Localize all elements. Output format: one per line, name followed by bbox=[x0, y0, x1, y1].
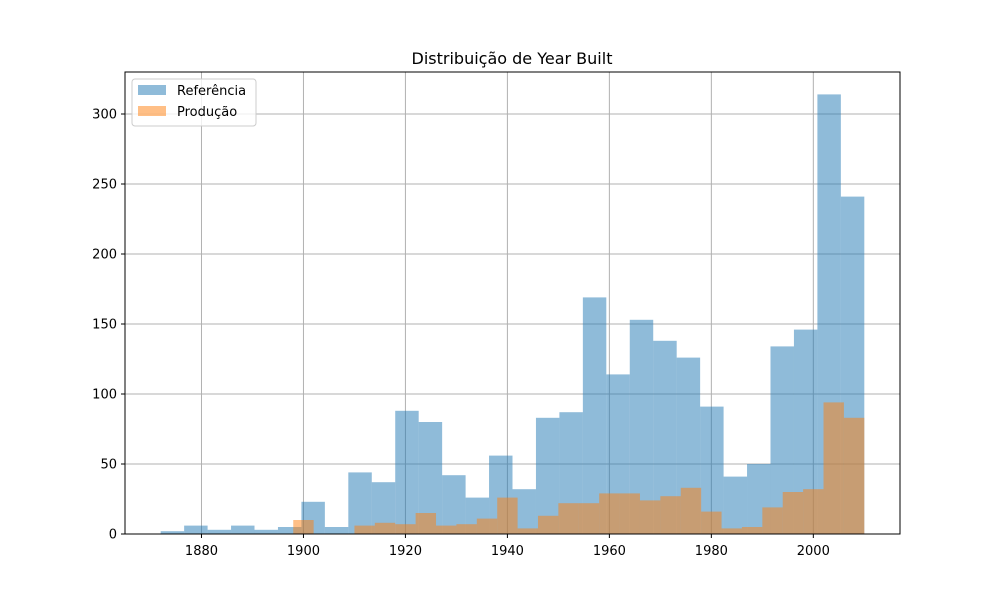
bar-referencia bbox=[723, 476, 748, 534]
x-tick-label: 1900 bbox=[287, 544, 320, 559]
bar-producao bbox=[823, 402, 844, 534]
bar-producao bbox=[303, 520, 314, 534]
bar-referencia bbox=[231, 525, 255, 534]
y-tick-label: 0 bbox=[109, 528, 117, 543]
bar-referencia bbox=[371, 482, 396, 534]
y-tick-label: 100 bbox=[92, 388, 117, 403]
bar-referencia bbox=[535, 417, 560, 534]
bar-producao bbox=[578, 503, 600, 534]
bar-producao bbox=[293, 520, 304, 534]
bar-producao bbox=[803, 489, 824, 534]
y-tick-label: 50 bbox=[100, 458, 117, 473]
bar-producao bbox=[537, 515, 559, 534]
y-tick-label: 150 bbox=[92, 318, 117, 333]
bar-referencia bbox=[582, 297, 607, 534]
bar-producao bbox=[762, 507, 783, 534]
bar-producao bbox=[415, 513, 437, 534]
x-tick-label: 1980 bbox=[695, 544, 728, 559]
bar-producao bbox=[619, 493, 640, 534]
bar-referencia bbox=[277, 527, 302, 534]
bar-producao bbox=[497, 497, 518, 534]
bar-referencia bbox=[184, 525, 208, 534]
bar-producao bbox=[639, 500, 661, 534]
bar-referencia bbox=[653, 340, 677, 534]
y-tick-label: 250 bbox=[92, 178, 117, 193]
bar-referencia bbox=[254, 529, 278, 534]
bar-producao bbox=[741, 527, 763, 534]
legend-swatch-producao bbox=[138, 106, 166, 116]
bar-referencia bbox=[512, 489, 536, 534]
bar-referencia bbox=[160, 531, 185, 534]
bar-producao bbox=[354, 525, 375, 534]
legend-swatch-referencia bbox=[138, 85, 166, 95]
bar-producao bbox=[558, 503, 579, 534]
legend: Referência Produção bbox=[131, 78, 257, 127]
plot-frame bbox=[124, 71, 901, 535]
chart-title: Distribuição de Year Built bbox=[412, 49, 613, 68]
bar-producao bbox=[476, 518, 498, 534]
y-tick-label: 200 bbox=[92, 248, 117, 263]
bar-referencia bbox=[418, 422, 443, 534]
x-tick-label: 1880 bbox=[185, 544, 218, 559]
bar-referencia bbox=[793, 329, 818, 534]
bar-producao bbox=[701, 511, 722, 534]
bar-producao bbox=[599, 493, 620, 534]
bar-referencia bbox=[324, 527, 349, 534]
legend-label-referencia: Referência bbox=[177, 84, 246, 99]
bar-producao bbox=[395, 524, 416, 534]
bar-producao bbox=[680, 487, 702, 534]
y-tick-label: 300 bbox=[92, 108, 117, 123]
bar-referencia bbox=[348, 472, 372, 534]
histogram-bars bbox=[160, 94, 865, 535]
bar-producao bbox=[843, 417, 865, 534]
axis-ticks: 1880 1900 1920 1940 1960 1980 2000 0 50 100 150 200… bbox=[92, 108, 830, 560]
x-tick-label: 1920 bbox=[389, 544, 422, 559]
bar-referencia bbox=[395, 410, 419, 534]
bar-producao bbox=[374, 522, 396, 534]
bar-referencia bbox=[207, 529, 232, 534]
bar-producao bbox=[456, 524, 477, 534]
bar-producao bbox=[782, 492, 804, 534]
x-tick-label: 1960 bbox=[593, 544, 626, 559]
bar-referencia bbox=[770, 346, 794, 534]
bar-producao bbox=[721, 528, 742, 534]
legend-label-producao: Produção bbox=[177, 105, 237, 120]
bar-producao bbox=[660, 496, 681, 534]
x-tick-label: 2000 bbox=[797, 544, 830, 559]
bar-referencia bbox=[629, 319, 654, 534]
bar-referencia bbox=[700, 406, 724, 534]
bar-referencia bbox=[442, 475, 466, 534]
x-tick-label: 1940 bbox=[491, 544, 524, 559]
bar-producao bbox=[436, 525, 457, 534]
bar-producao bbox=[517, 528, 538, 534]
